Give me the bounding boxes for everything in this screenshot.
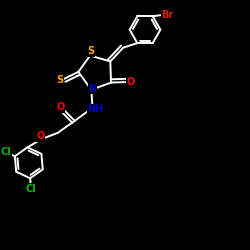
Text: NH: NH — [88, 104, 104, 114]
Text: Br: Br — [162, 10, 174, 20]
Text: O: O — [36, 131, 44, 141]
Text: S: S — [87, 46, 94, 56]
Text: Cl: Cl — [1, 147, 12, 157]
Text: S: S — [56, 75, 63, 85]
Text: N: N — [88, 84, 96, 94]
Text: Cl: Cl — [26, 184, 36, 194]
Text: O: O — [56, 102, 65, 112]
Text: O: O — [127, 77, 135, 87]
